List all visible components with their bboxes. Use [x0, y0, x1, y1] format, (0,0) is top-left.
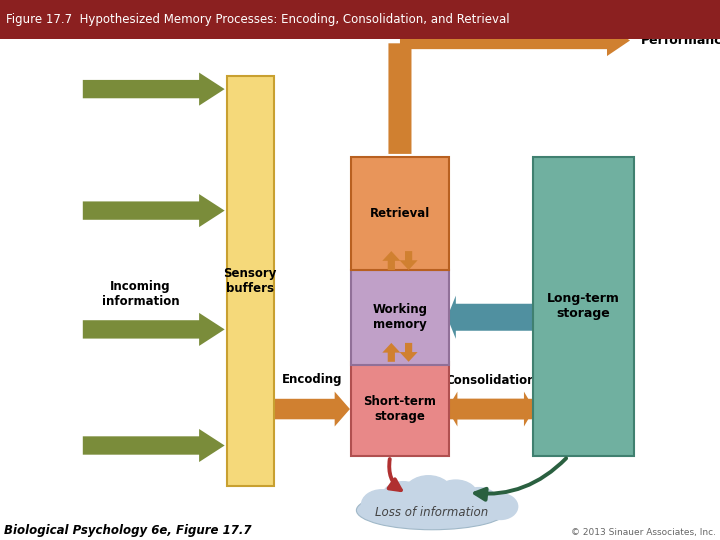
Ellipse shape	[367, 490, 497, 519]
FancyArrow shape	[400, 343, 418, 362]
Circle shape	[404, 476, 453, 512]
Circle shape	[433, 480, 478, 514]
FancyArrow shape	[83, 429, 225, 462]
FancyArrow shape	[400, 25, 630, 56]
Circle shape	[459, 488, 498, 517]
FancyArrow shape	[83, 313, 225, 346]
FancyArrow shape	[83, 72, 225, 106]
FancyArrow shape	[83, 194, 225, 227]
FancyArrow shape	[447, 296, 534, 339]
FancyArrow shape	[382, 251, 400, 270]
Text: Working
memory: Working memory	[372, 303, 428, 331]
FancyArrow shape	[447, 392, 533, 427]
Text: Retrieval: Retrieval	[370, 207, 430, 220]
FancyBboxPatch shape	[351, 270, 449, 364]
FancyBboxPatch shape	[351, 157, 449, 270]
Text: Encoding: Encoding	[282, 373, 343, 386]
Text: Biological Psychology 6e, Figure 17.7: Biological Psychology 6e, Figure 17.7	[4, 524, 251, 537]
Text: Sensory
buffers: Sensory buffers	[223, 267, 277, 295]
Text: Figure 17.7  Hypothesized Memory Processes: Encoding, Consolidation, and Retriev: Figure 17.7 Hypothesized Memory Processe…	[6, 13, 509, 26]
Text: Incoming
information: Incoming information	[102, 280, 179, 308]
Text: © 2013 Sinauer Associates, Inc.: © 2013 Sinauer Associates, Inc.	[572, 528, 716, 537]
Circle shape	[382, 482, 425, 514]
FancyArrow shape	[400, 251, 418, 270]
Circle shape	[361, 490, 402, 520]
FancyBboxPatch shape	[533, 157, 634, 456]
Ellipse shape	[356, 491, 508, 530]
Text: Short-term
storage: Short-term storage	[364, 395, 436, 423]
FancyArrow shape	[449, 392, 534, 427]
Text: Performance: Performance	[641, 34, 720, 47]
Bar	[0, 0, 720, 39]
Text: Consolidation: Consolidation	[446, 374, 536, 388]
Text: Long-term
storage: Long-term storage	[546, 293, 620, 320]
FancyArrow shape	[389, 43, 412, 154]
Text: Loss of information: Loss of information	[375, 507, 489, 519]
Circle shape	[483, 494, 518, 519]
FancyArrow shape	[382, 343, 400, 362]
FancyArrow shape	[274, 392, 350, 427]
FancyBboxPatch shape	[227, 76, 274, 486]
FancyBboxPatch shape	[351, 362, 449, 456]
